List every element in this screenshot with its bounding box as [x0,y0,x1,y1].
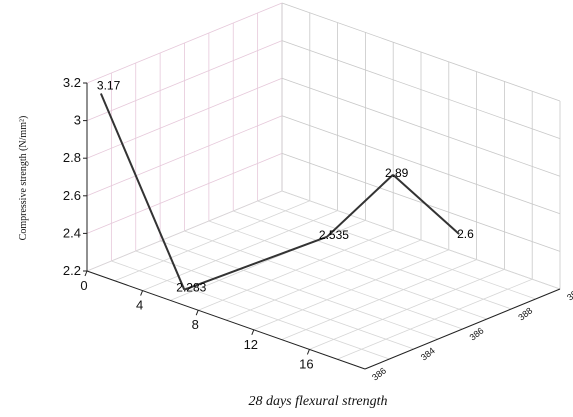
y-tick-label: 2.8 [63,150,81,165]
back-grid-line [86,153,283,234]
y-tick-label: 2.2 [63,263,81,278]
z-axis-line [364,288,561,370]
x-tick-label: 0 [80,278,87,293]
series-segment [392,174,460,235]
data-label: 2.89 [385,166,409,180]
back-grid-line [86,115,283,197]
z-tick-label: 386 [468,325,486,342]
data-label: 3.17 [97,79,121,93]
x-tick-mark [251,329,255,335]
back-grid-line [86,40,283,121]
floor-grid-line [111,260,390,360]
back-grid-line [86,2,283,84]
x-tick-label: 16 [299,356,313,371]
y-tick-label: 2.6 [63,188,81,203]
series-segment [99,93,186,291]
series-segment [326,174,394,238]
side-grid-line [281,40,561,139]
back-grid-line [86,77,283,159]
x-tick-label: 8 [192,317,199,332]
x-tick-mark [306,349,310,355]
chart-caption: 28 days flexural strength [248,394,387,409]
side-wall-grid [281,2,561,290]
floor-grid [86,190,561,370]
side-grid-line [281,77,561,177]
side-grid-line [281,153,561,252]
x-tick-mark [140,290,144,296]
y-tick-label: 2.4 [63,225,81,240]
data-series [99,93,460,291]
data-label: 2.535 [319,228,349,242]
floor-grid-line [281,190,561,290]
data-label: 2.283 [176,281,206,295]
x-tick-mark [84,270,88,277]
y-tick-label: 3.2 [63,75,81,90]
x-tick-label: 12 [244,337,258,352]
z-tick-label: 386 [370,365,388,382]
x-tick-mark [195,310,199,316]
y-tick-label: 3 [74,113,81,128]
floor-grid-line [233,210,512,310]
x-tick-label: 4 [136,298,143,313]
floor-grid-line [135,250,414,350]
floor-grid-line [184,230,463,330]
z-tick-label: 388 [516,305,534,322]
back-wall-grid [86,2,283,272]
y-axis-label: Compressive strength (N/mm²) [18,116,29,241]
floor-grid-line [159,240,439,340]
z-tick-label: 390 [565,285,573,302]
data-labels: 3.17 2.283 2.535 2.89 2.6 [97,79,474,295]
axes [86,83,561,370]
side-grid-line [281,2,561,102]
data-label: 2.6 [457,227,474,241]
tick-labels: 2.2 2.4 2.6 2.8 3 3.2 0 4 8 12 16 386 384 386 388 390 [63,75,573,383]
series-segment [183,235,328,291]
x-axis-line [86,270,366,370]
z-tick-label: 384 [419,345,437,362]
floor-grid-line [208,220,488,320]
side-grid-line [281,115,561,215]
floor-grid-line [257,200,536,300]
